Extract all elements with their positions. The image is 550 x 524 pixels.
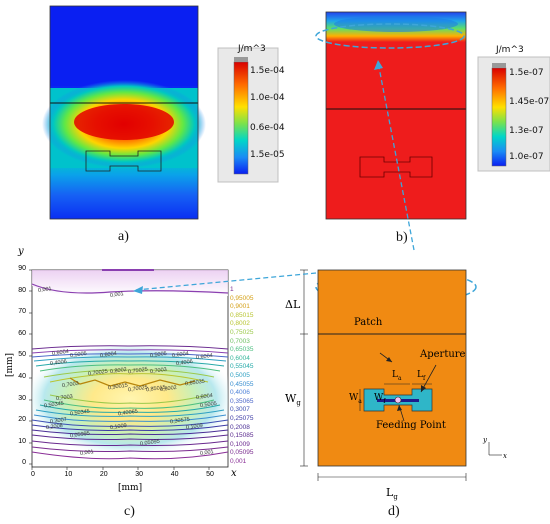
contour-y-tick: 10: [18, 437, 26, 445]
wg-label: Wg: [285, 392, 301, 407]
colorbar-a-tick: 1.5e-05: [250, 150, 285, 160]
contour-legend-item: 0,25075: [230, 415, 254, 422]
highlight-ellipse-b: [315, 23, 465, 49]
contour-y-tick: 40: [18, 373, 26, 380]
contour-legend-item: 0,45055: [230, 380, 254, 388]
colorbar-b-tick: 1.3e-07: [509, 126, 544, 136]
colorbar-a-tick: 1.0e-04: [250, 93, 285, 103]
contour-legend-item: 0,4006: [230, 389, 250, 397]
colorbar-b: [477, 56, 550, 172]
contour-x-axis: [31, 467, 210, 470]
la-label: La: [392, 370, 402, 382]
contour-x-tick: 0: [31, 471, 35, 478]
lf-main: L: [417, 370, 423, 380]
contour-y-tick: 90: [18, 265, 26, 272]
patch-label: Patch: [354, 317, 383, 328]
contour-legend-item: 0,2008: [230, 423, 250, 431]
contour-legend-item: 0,9001: [230, 303, 250, 311]
wf-main: W: [374, 393, 384, 403]
contour-x-tick: 50: [206, 471, 214, 478]
contour-y-tick: 70: [18, 308, 26, 316]
antenna-axis-x: x: [503, 452, 507, 460]
contour-legend-item: 0,7003: [230, 337, 250, 345]
contour-legend-item: 0,55045: [230, 363, 254, 371]
lg-sub: g: [393, 493, 398, 502]
wa-main: W: [349, 393, 359, 403]
contour-legend-item: 0,35065: [230, 397, 254, 405]
colorbar-a-tick: 1.5e-04: [250, 66, 285, 76]
contour-legend-item: 0,5005: [230, 372, 250, 379]
wa-label: Wa: [349, 393, 362, 405]
lg-label: Lg: [386, 486, 398, 501]
contour-y-tick: 30: [18, 394, 26, 402]
contour-x-tick: 30: [135, 471, 144, 478]
panel-label-b: b): [396, 230, 408, 245]
la-sub: a: [397, 374, 402, 382]
wf-sub: f: [383, 397, 386, 405]
contour-y-tick: 80: [18, 286, 26, 294]
contour-plot: [31, 269, 477, 468]
aperture-label: Aperture: [420, 349, 466, 360]
feeding-point-label: Feeding Point: [376, 420, 446, 431]
contour-legend-item: 0,001: [230, 458, 247, 465]
panel-label-a: a): [118, 229, 129, 244]
colorbar-b-tick: 1.45e-07: [509, 97, 550, 107]
antenna-schematic: [300, 269, 502, 481]
delta-l-label: ΔL: [285, 298, 301, 311]
colorbar-a-unit: J/m^3: [238, 44, 266, 54]
field-map-b: [315, 11, 467, 220]
contour-x-tick: 20: [99, 471, 108, 478]
wg-sub: g: [296, 399, 301, 408]
panel-label-c: c): [124, 504, 135, 519]
contour-legend-item: 0,75025: [230, 329, 254, 336]
colorbar-a: [217, 47, 279, 183]
contour-legend-item: 0,15085: [230, 432, 254, 440]
contour-legend-item: 0,65035: [230, 346, 254, 354]
wa-sub: a: [358, 397, 362, 405]
colorbar-b-unit: J/m^3: [496, 45, 524, 55]
contour-x-letter: x: [231, 468, 237, 479]
contour-y-axis: [29, 269, 32, 465]
lf-label: Lf: [417, 370, 425, 382]
contour-legend-item: 0,6004: [230, 354, 250, 362]
colorbar-a-tick: 0.6e-04: [250, 123, 285, 133]
colorbar-b-tick: 1.5e-07: [509, 68, 544, 78]
lf-sub: f: [422, 374, 426, 382]
arrow-head-c: [133, 286, 143, 294]
contour-y-tick: 50: [18, 351, 26, 359]
contour-y-tick: 0: [22, 459, 26, 467]
contour-x-tick: 40: [170, 471, 179, 478]
contour-legend-item: 1: [230, 286, 234, 293]
contour-legend-item: 0,1009: [230, 440, 250, 448]
contour-y-letter: y: [18, 246, 24, 257]
contour-x-tick: 10: [64, 471, 73, 478]
lg-main: L: [386, 486, 394, 499]
contour-y-tick: 20: [18, 416, 26, 424]
la-main: L: [392, 370, 398, 380]
contour-legend-item: 0,95005: [230, 294, 254, 302]
wf-label: Wf: [374, 393, 386, 405]
colorbar-b-tick: 1.0e-07: [509, 152, 544, 162]
contour-y-tick: 60: [18, 329, 26, 337]
contour-legend-item: 0,85015: [230, 311, 254, 319]
link-arrows: [135, 61, 415, 291]
wg-main: W: [285, 392, 297, 405]
antenna-axis-y: y: [483, 436, 487, 444]
field-map-a: [42, 5, 206, 220]
contour-legend-item: 0,05095: [230, 449, 254, 457]
contour-x-label: [mm]: [118, 483, 143, 493]
contour-legend-item: 0,8002: [230, 320, 250, 328]
arrow-head-b: [374, 60, 383, 70]
panel-label-d: d): [388, 504, 400, 519]
contour-legend-item: 0,3007: [230, 406, 250, 414]
